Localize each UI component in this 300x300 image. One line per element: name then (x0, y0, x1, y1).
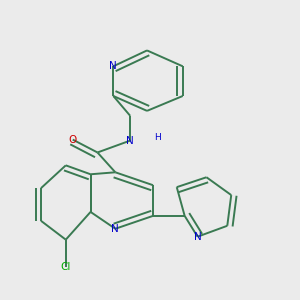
Text: Cl: Cl (61, 262, 71, 272)
Text: N: N (111, 224, 119, 234)
Text: N: N (194, 232, 201, 242)
Text: O: O (69, 135, 77, 145)
Text: N: N (110, 61, 117, 71)
Text: N: N (126, 136, 134, 146)
Text: H: H (154, 133, 161, 142)
